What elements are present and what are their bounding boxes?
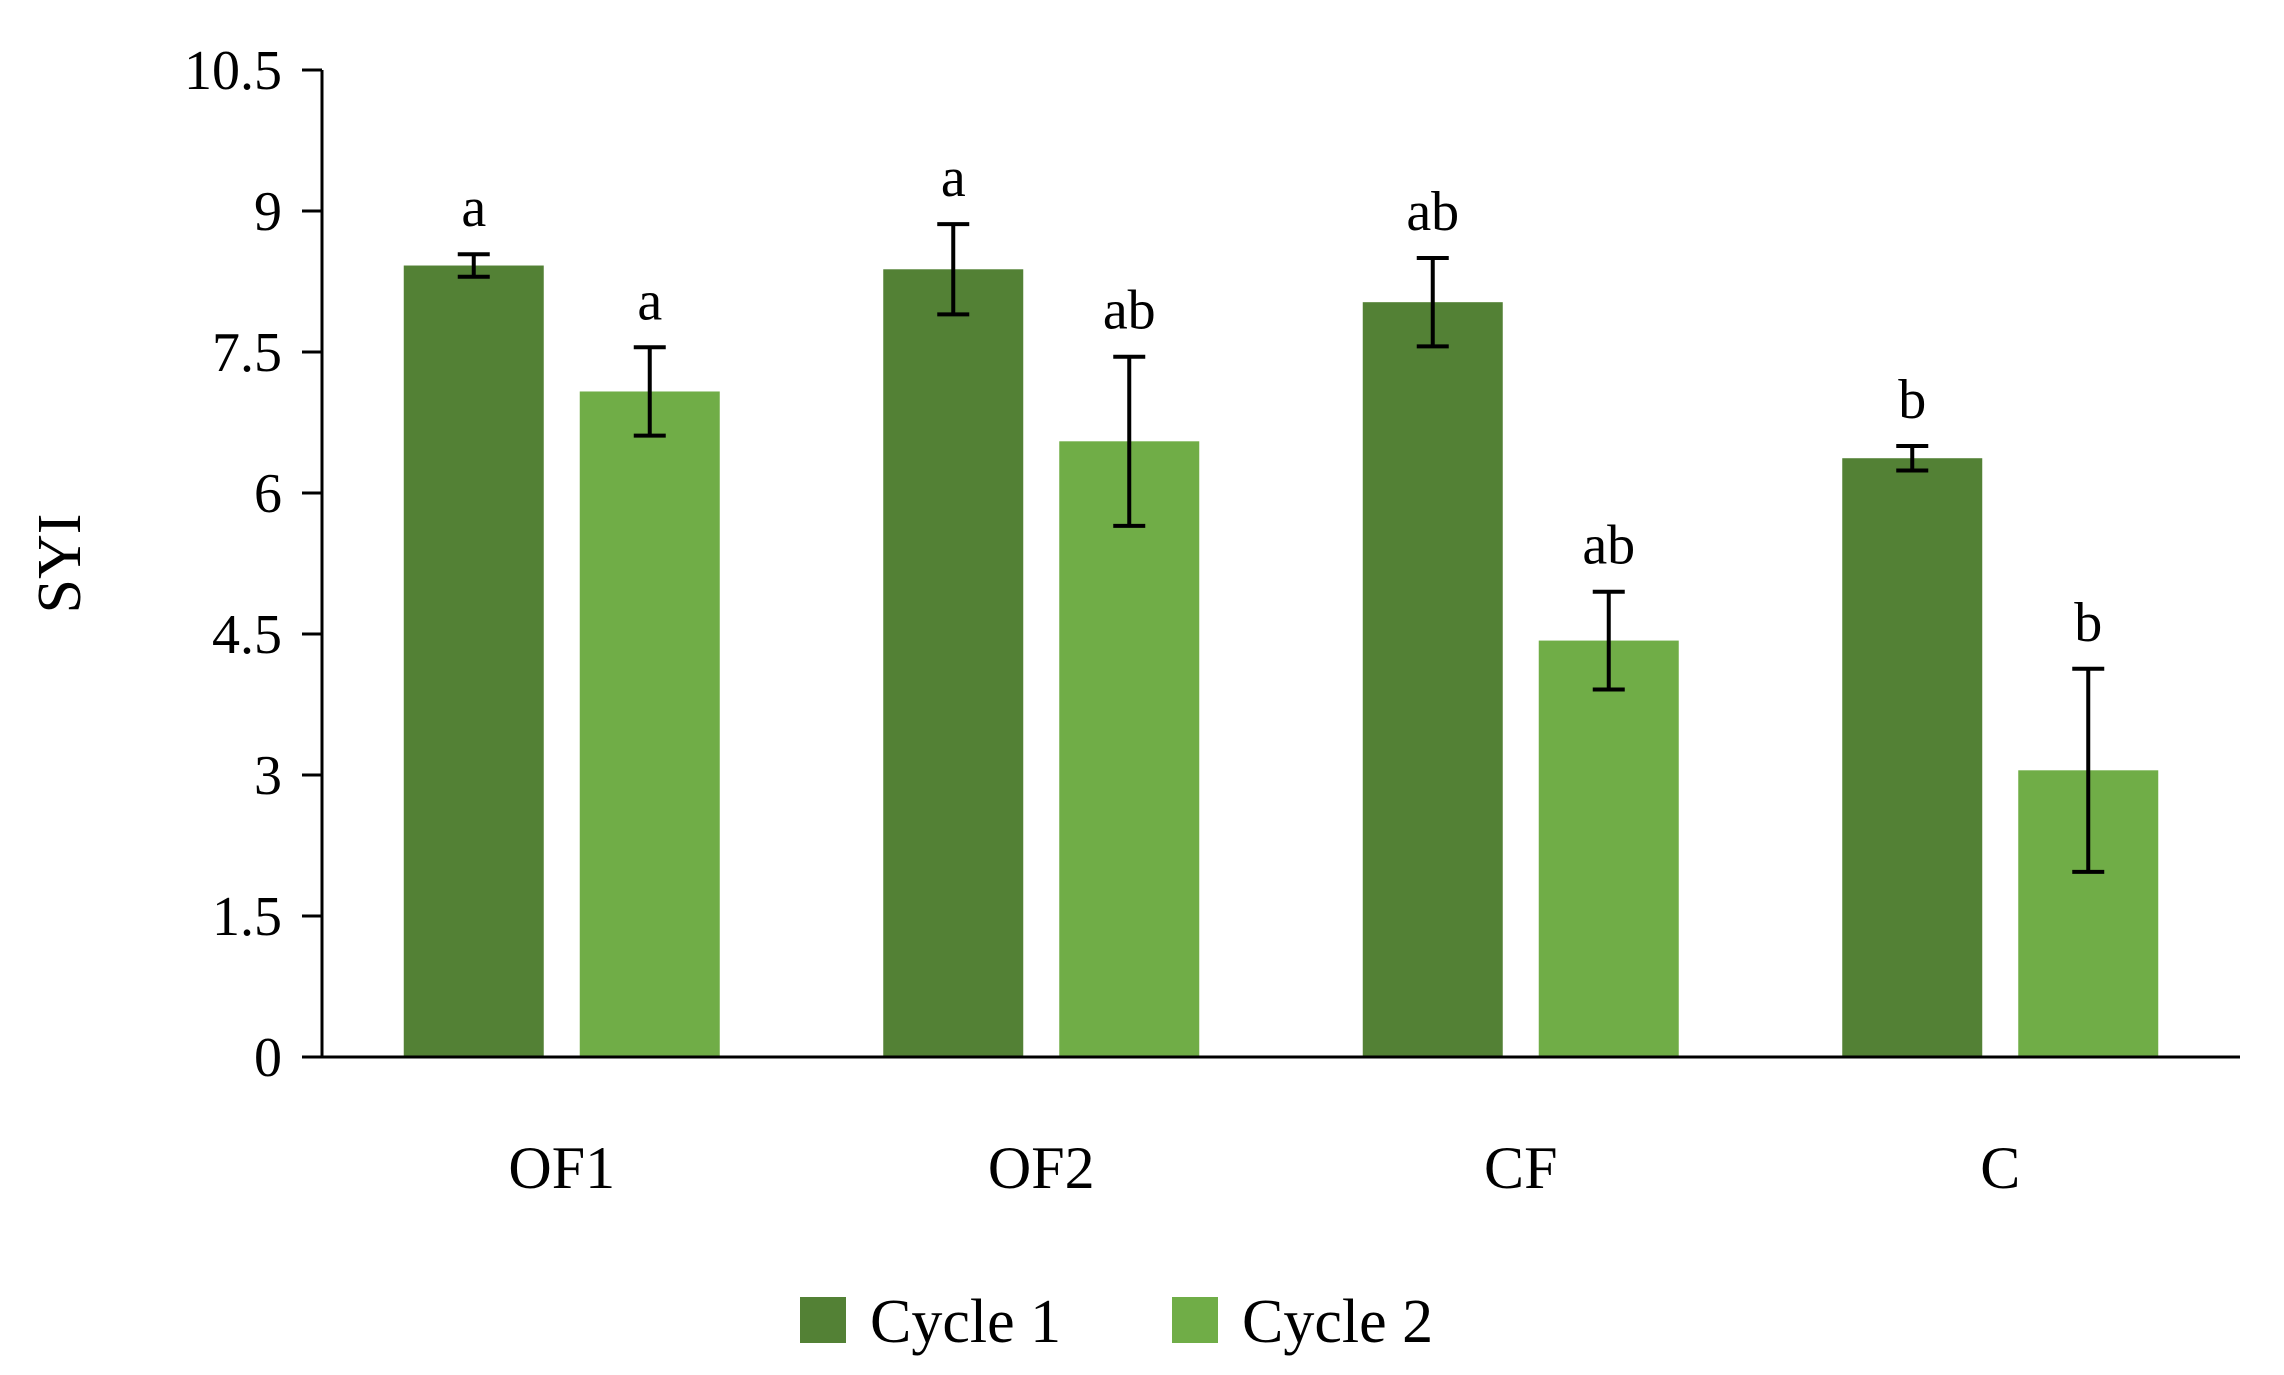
bar-cycle-1-of1: [403, 265, 544, 1057]
legend-swatch-cycle-1: [800, 1297, 846, 1343]
significance-letter: b: [1898, 369, 1926, 431]
y-tick-label: 6: [254, 463, 282, 525]
bar-cycle-1-cf: [1362, 302, 1503, 1057]
bar-cycle-1-of2: [883, 269, 1024, 1057]
legend: Cycle 1 Cycle 2: [800, 1288, 1433, 1356]
x-axis: OF1 OF2 CF C: [302, 1055, 2240, 1201]
bar-cycle-2-cf: [1538, 640, 1679, 1057]
legend-label-cycle-2: Cycle 2: [1242, 1288, 1433, 1356]
x-category-label-of1: OF1: [508, 1135, 615, 1201]
y-tick-label: 0: [254, 1027, 282, 1089]
error-bars: [457, 222, 2105, 874]
x-category-label-cf: CF: [1484, 1135, 1557, 1201]
bar-cycle-1-c: [1842, 458, 1983, 1058]
significance-letter: a: [941, 147, 966, 209]
y-axis-title: SYI: [26, 514, 94, 614]
legend-label-cycle-1: Cycle 1: [870, 1288, 1061, 1356]
significance-letter: a: [461, 177, 486, 239]
y-tick-label: 4.5: [212, 604, 282, 666]
significance-letter: ab: [1406, 181, 1459, 243]
x-category-label-of2: OF2: [988, 1135, 1095, 1201]
bars: [403, 265, 2159, 1058]
y-tick-label: 7.5: [212, 322, 282, 384]
x-category-label-c: C: [1980, 1135, 2020, 1201]
significance-letter: ab: [1103, 280, 1156, 342]
y-tick-label: 1.5: [212, 886, 282, 948]
y-tick-label: 10.5: [184, 40, 282, 102]
bar-cycle-2-of1: [579, 391, 720, 1058]
legend-swatch-cycle-2: [1172, 1297, 1218, 1343]
bar-cycle-2-of2: [1059, 441, 1200, 1057]
significance-letter: a: [637, 270, 662, 332]
y-tick-label: 9: [254, 181, 282, 243]
y-tick-label: 3: [254, 745, 282, 807]
significance-letter: ab: [1582, 515, 1635, 577]
significance-letter: b: [2074, 592, 2102, 654]
significance-labels: a a a ab ab ab b b: [461, 147, 2102, 654]
y-axis: 0 1.5 3 4.5 6 7.5 9 10.5: [184, 40, 324, 1089]
